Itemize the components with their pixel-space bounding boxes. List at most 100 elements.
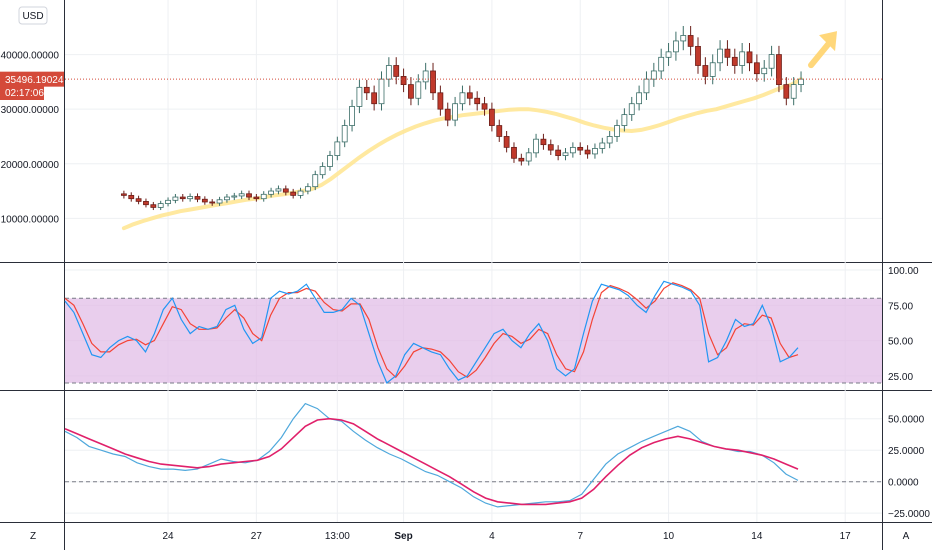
candle[interactable]: [753, 54, 760, 82]
candle[interactable]: [665, 43, 672, 66]
candle[interactable]: [489, 102, 495, 132]
candle[interactable]: [415, 74, 422, 106]
candle[interactable]: [349, 99, 355, 132]
candle[interactable]: [422, 62, 429, 90]
candle[interactable]: [709, 54, 716, 85]
candle[interactable]: [209, 199, 216, 206]
candle[interactable]: [334, 136, 341, 161]
candle[interactable]: [569, 142, 576, 158]
candle[interactable]: [246, 190, 252, 201]
candle[interactable]: [437, 85, 444, 116]
candle[interactable]: [503, 131, 510, 153]
candle[interactable]: [120, 190, 127, 199]
candle[interactable]: [790, 77, 797, 106]
candle[interactable]: [238, 190, 245, 200]
candle[interactable]: [341, 119, 348, 148]
candle[interactable]: [673, 31, 679, 61]
candle[interactable]: [327, 150, 333, 171]
candle[interactable]: [268, 187, 274, 198]
candle[interactable]: [687, 25, 694, 56]
candle[interactable]: [643, 71, 650, 100]
candle[interactable]: [297, 187, 304, 199]
candle[interactable]: [739, 43, 746, 74]
candle[interactable]: [135, 195, 142, 205]
candle[interactable]: [224, 194, 230, 203]
candle[interactable]: [157, 200, 164, 211]
candle[interactable]: [400, 68, 407, 93]
candle[interactable]: [165, 197, 171, 207]
candle[interactable]: [474, 91, 481, 111]
candle[interactable]: [717, 40, 723, 72]
candle[interactable]: [150, 201, 157, 211]
candle[interactable]: [577, 142, 584, 156]
candle[interactable]: [650, 62, 657, 87]
candle[interactable]: [304, 183, 311, 195]
candle[interactable]: [282, 185, 289, 196]
candle[interactable]: [216, 196, 223, 206]
candle[interactable]: [452, 96, 458, 127]
candle[interactable]: [363, 79, 370, 100]
currency-badge[interactable]: USD: [18, 6, 48, 25]
candle[interactable]: [378, 71, 385, 111]
candle[interactable]: [768, 45, 775, 77]
candle[interactable]: [371, 85, 378, 111]
candle[interactable]: [746, 43, 753, 72]
candle[interactable]: [312, 170, 319, 191]
candle[interactable]: [525, 148, 532, 166]
candle[interactable]: [776, 45, 782, 93]
candle[interactable]: [636, 85, 643, 111]
candle[interactable]: [143, 198, 149, 208]
price-panel[interactable]: [65, 25, 882, 231]
candle[interactable]: [783, 77, 790, 106]
candle[interactable]: [555, 145, 562, 161]
candle[interactable]: [614, 119, 620, 142]
candle[interactable]: [511, 142, 517, 163]
candle[interactable]: [319, 162, 326, 179]
candle[interactable]: [179, 194, 186, 202]
auto-scale-button[interactable]: A: [903, 531, 910, 542]
candle[interactable]: [408, 77, 414, 106]
candle[interactable]: [547, 139, 554, 156]
candle[interactable]: [731, 48, 738, 74]
candle[interactable]: [356, 79, 363, 114]
candle[interactable]: [562, 148, 569, 161]
zoom-button[interactable]: Z: [30, 531, 36, 542]
candle[interactable]: [430, 62, 436, 100]
stochastic-panel[interactable]: [64, 280, 882, 384]
candle[interactable]: [459, 85, 466, 111]
candle[interactable]: [606, 131, 613, 149]
candle[interactable]: [658, 48, 665, 80]
candle[interactable]: [599, 137, 606, 154]
candle[interactable]: [444, 102, 451, 127]
candle[interactable]: [253, 194, 260, 202]
candle[interactable]: [724, 40, 731, 66]
candle[interactable]: [533, 133, 539, 158]
candle[interactable]: [466, 85, 473, 106]
candle[interactable]: [592, 143, 598, 159]
candle[interactable]: [275, 185, 282, 195]
candle[interactable]: [172, 194, 179, 204]
candle[interactable]: [201, 196, 208, 205]
candle[interactable]: [540, 133, 547, 150]
candle[interactable]: [496, 119, 503, 142]
candle[interactable]: [393, 57, 400, 85]
candle[interactable]: [260, 191, 267, 202]
candle[interactable]: [518, 153, 525, 166]
candle[interactable]: [385, 57, 392, 87]
candle[interactable]: [481, 96, 488, 116]
candle[interactable]: [584, 145, 591, 159]
candle[interactable]: [231, 192, 238, 201]
candle[interactable]: [761, 60, 768, 82]
candle[interactable]: [798, 71, 804, 93]
candle[interactable]: [695, 37, 701, 74]
candle[interactable]: [628, 96, 635, 121]
candle[interactable]: [194, 193, 201, 203]
candle[interactable]: [187, 193, 194, 202]
candle[interactable]: [290, 188, 297, 199]
candle[interactable]: [680, 25, 687, 51]
candle[interactable]: [702, 57, 709, 85]
candle[interactable]: [128, 192, 135, 202]
macd-panel[interactable]: [64, 402, 882, 508]
candle[interactable]: [621, 108, 628, 132]
